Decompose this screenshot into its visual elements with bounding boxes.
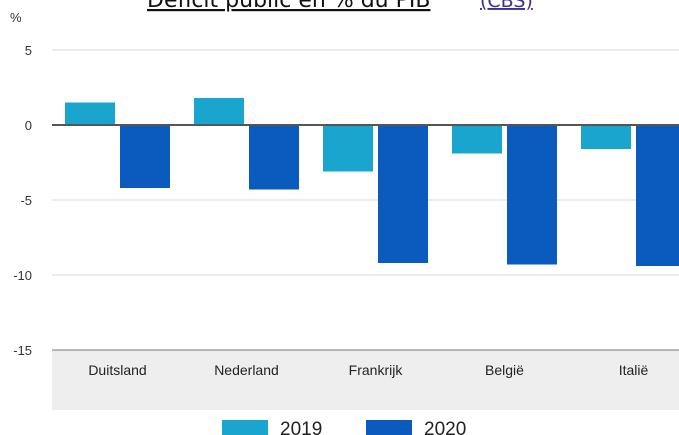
y-tick-label: 5 [25,43,32,58]
y-tick-label: -10 [13,268,32,283]
x-tick-labels: Duitsland Nederland Frankrijk België Italië [88,362,648,378]
bar-2020-1 [249,125,299,190]
bars [65,98,679,266]
bar-2020-0 [120,125,170,188]
legend-swatch-2019 [222,420,268,435]
y-axis-unit: % [10,10,22,25]
y-tick-label: -5 [20,193,32,208]
legend-label-2020: 2020 [424,419,466,435]
gridlines [52,49,679,351]
chart-title: Déficit public en % du PIB [147,0,430,13]
y-tick-label: -15 [13,343,32,358]
x-tick-label: Frankrijk [349,362,404,378]
bar-2020-4 [636,125,679,266]
bar-2020-3 [507,125,557,265]
x-tick-label: Nederland [214,362,279,378]
bar-2019-0 [65,102,115,125]
x-tick-label: Italië [619,362,649,378]
x-tick-label: België [485,362,524,378]
chart-source: (CBS) [480,0,533,12]
y-tick-label: 0 [25,118,32,133]
x-axis-band [52,350,679,410]
bar-2019-3 [452,125,502,154]
legend-swatch-2020 [366,420,412,435]
bar-2020-2 [378,125,428,263]
x-tick-label: Duitsland [88,362,146,378]
y-tick-labels: 5 0 -5 -10 -15 [13,43,32,358]
bar-2019-1 [194,98,244,125]
bar-2019-2 [323,125,373,172]
bar-2019-4 [581,125,631,149]
legend: 2019 2020 [222,419,466,435]
legend-label-2019: 2019 [280,419,322,435]
